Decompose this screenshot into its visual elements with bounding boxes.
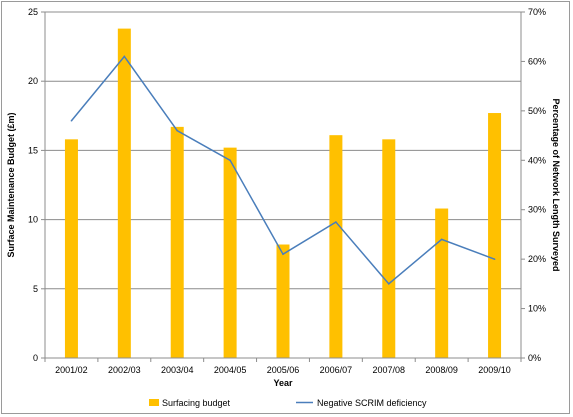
x-tick-label: 2005/06 — [267, 365, 300, 375]
bar-2003-04 — [170, 126, 184, 358]
y-tick-label: 10 — [28, 215, 38, 225]
x-tick-label: 2008/09 — [425, 365, 458, 375]
y2-tick-label: 10% — [528, 304, 546, 314]
x-axis-title: Year — [273, 378, 293, 388]
bar-2008-09 — [435, 208, 449, 358]
bar-2002-03 — [117, 28, 131, 358]
bar-2009-10 — [488, 113, 502, 358]
y2-axis-title: Percentage of Network Length Surveyed — [551, 98, 561, 271]
y2-tick-label: 60% — [528, 56, 546, 66]
line-point-2001-02 — [70, 119, 73, 122]
line-series — [70, 55, 496, 285]
bar-series — [64, 28, 502, 358]
axes: 0 5 10 15 20 25 0% 10% 20% 30% 40% 50% 60% 70% 2001/02… — [28, 7, 546, 375]
y-axis-title: Surface Maintenance Budget (£m) — [6, 112, 16, 257]
bar-2006-07 — [329, 135, 343, 358]
bar-2005-06 — [276, 244, 290, 358]
y2-tick-label: 20% — [528, 254, 546, 264]
bar-2007-08 — [382, 139, 396, 358]
bar-2004-05 — [223, 147, 237, 358]
line-point-2002-03 — [123, 55, 126, 58]
line-point-2007-08 — [387, 283, 390, 285]
legend: Surfacing budget Negative SCRIM deficien… — [149, 398, 427, 408]
line-point-2004-05 — [229, 159, 231, 162]
x-tick-label: 2004/05 — [214, 365, 247, 375]
legend-label-surfacing-budget: Surfacing budget — [162, 398, 231, 408]
x-tick-label: 2002/03 — [108, 365, 141, 375]
y-tick-label: 5 — [33, 284, 38, 294]
y2-tick-label: 30% — [528, 205, 546, 215]
line-point-2009-10 — [493, 258, 496, 260]
y-tick-label: 0 — [33, 353, 38, 363]
x-tick-label: 2006/07 — [320, 365, 353, 375]
line-point-2005-06 — [282, 253, 284, 255]
y-tick-label: 15 — [28, 145, 38, 155]
line-point-2006-07 — [335, 221, 337, 223]
bar-2001-02 — [64, 139, 78, 358]
y2-tick-label: 70% — [528, 7, 546, 17]
y2-tick-label: 50% — [528, 106, 546, 116]
x-tick-label: 2003/04 — [161, 365, 194, 375]
y-tick-label: 20 — [28, 76, 38, 86]
x-tick-label: 2009/10 — [478, 365, 511, 375]
legend-label-negative-scrim-deficiency: Negative SCRIM deficiency — [317, 398, 427, 408]
x-tick-label: 2007/08 — [373, 365, 406, 375]
x-tick-label: 2001/02 — [55, 365, 88, 375]
legend-swatch-surfacing-budget — [149, 399, 159, 406]
y2-tick-label: 0% — [528, 353, 541, 363]
line-point-2008-09 — [440, 238, 443, 241]
y2-tick-label: 40% — [528, 155, 546, 165]
y-tick-label: 25 — [28, 7, 38, 17]
line-point-2003-04 — [176, 129, 179, 132]
